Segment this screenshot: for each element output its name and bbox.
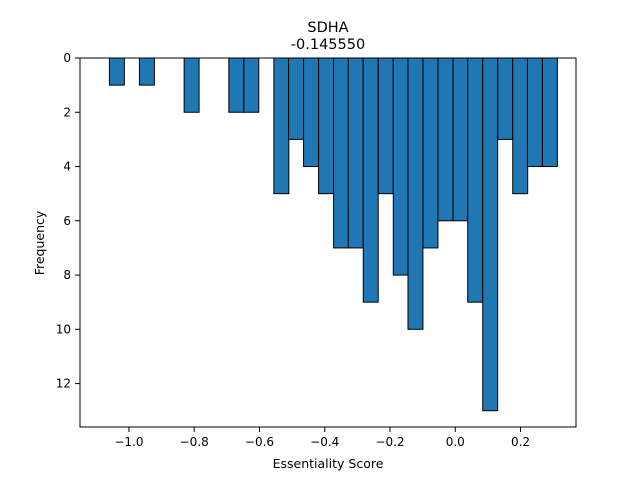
histogram-bar xyxy=(377,57,394,195)
histogram-bar xyxy=(333,57,350,249)
x-tick-label: −0.2 xyxy=(375,435,404,449)
plot-frame xyxy=(79,57,577,428)
histogram-bar xyxy=(288,57,304,140)
histogram-bar xyxy=(318,57,335,195)
histogram-bar xyxy=(467,57,484,303)
x-tick-label: −0.6 xyxy=(245,435,274,449)
histogram-bar xyxy=(138,57,155,86)
x-tick-label: 0.0 xyxy=(446,435,465,449)
histogram-bar xyxy=(303,57,320,168)
histogram-bar xyxy=(497,57,514,140)
chart-title: SDHA xyxy=(307,20,348,36)
x-tick-label: −0.8 xyxy=(180,435,209,449)
y-tick-label: 6 xyxy=(63,214,71,228)
x-tick-label: −1.0 xyxy=(114,435,143,449)
y-tick-label: 2 xyxy=(63,105,71,119)
y-tick-label: 8 xyxy=(63,268,71,282)
histogram-bar xyxy=(512,57,529,195)
y-axis-ticks: 0 2 4 6 8 10 12 xyxy=(56,51,80,391)
x-tick-label: 0.2 xyxy=(511,435,530,449)
y-tick-label: 4 xyxy=(63,160,71,174)
y-tick-label: 10 xyxy=(56,322,71,336)
y-tick-label: 0 xyxy=(63,51,71,65)
histogram-bar xyxy=(452,57,469,222)
histogram-bar xyxy=(347,57,364,249)
histogram-bar xyxy=(243,57,260,113)
chart-subtitle: -0.145550 xyxy=(291,37,365,53)
histogram-bar xyxy=(362,57,379,303)
histogram-bar xyxy=(437,57,454,222)
x-axis-ticks: −1.0 −0.8 −0.6 −0.4 −0.2 0.0 0.2 xyxy=(114,427,530,449)
histogram-bar xyxy=(407,57,424,330)
histogram-bar xyxy=(541,57,558,168)
x-axis-label: Essentiality Score xyxy=(273,456,384,471)
histogram-bar xyxy=(422,57,439,249)
histogram-bar xyxy=(526,57,543,168)
y-axis-label: Frequency xyxy=(32,210,47,275)
histogram-bar xyxy=(273,57,290,195)
y-tick-label: 12 xyxy=(56,377,71,391)
x-tick-label: −0.4 xyxy=(310,435,339,449)
histogram-bar xyxy=(183,57,200,113)
bars-layer xyxy=(108,57,558,412)
histogram-bar xyxy=(108,57,125,86)
histogram-bar xyxy=(482,57,499,412)
histogram-bar xyxy=(392,57,409,276)
histogram-bar xyxy=(228,57,245,113)
